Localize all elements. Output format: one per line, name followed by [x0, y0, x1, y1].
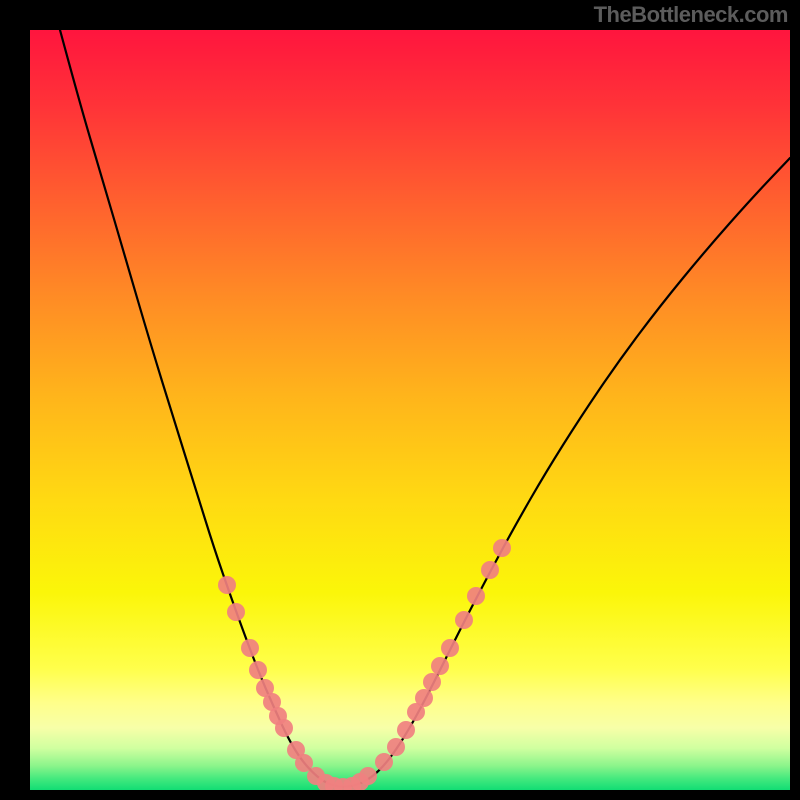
scatter-marker: [375, 753, 393, 771]
scatter-marker: [481, 561, 499, 579]
scatter-marker: [415, 689, 433, 707]
scatter-marker: [241, 639, 259, 657]
scatter-marker: [397, 721, 415, 739]
scatter-marker: [441, 639, 459, 657]
scatter-marker: [423, 673, 441, 691]
scatter-marker: [359, 767, 377, 785]
watermark-text: TheBottleneck.com: [594, 2, 788, 28]
scatter-marker: [455, 611, 473, 629]
scatter-marker: [493, 539, 511, 557]
scatter-marker: [387, 738, 405, 756]
scatter-marker: [218, 576, 236, 594]
scatter-marker: [431, 657, 449, 675]
chart-svg: [30, 30, 790, 790]
figure-container: TheBottleneck.com: [0, 0, 800, 800]
scatter-marker: [275, 719, 293, 737]
scatter-marker: [227, 603, 245, 621]
plot-area: [30, 30, 790, 790]
scatter-marker: [249, 661, 267, 679]
scatter-marker: [467, 587, 485, 605]
gradient-background: [30, 30, 790, 790]
